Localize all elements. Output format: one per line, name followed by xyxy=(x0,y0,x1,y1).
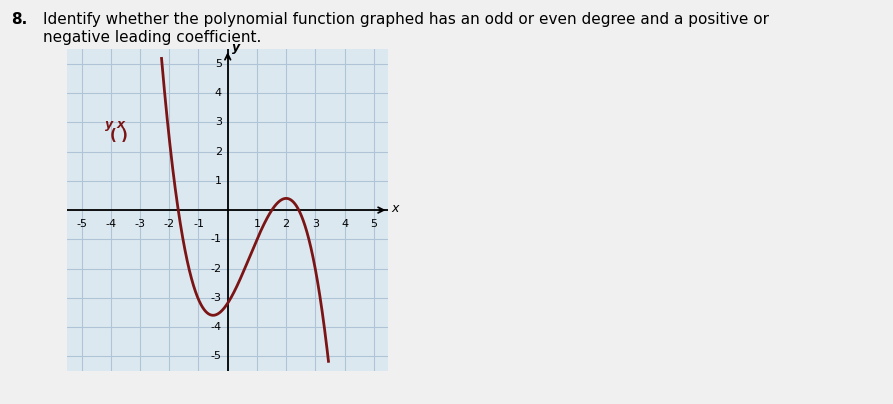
Text: -2: -2 xyxy=(211,263,221,274)
Text: 4: 4 xyxy=(341,219,348,229)
Text: y: y xyxy=(232,41,240,55)
Text: ): ) xyxy=(121,128,128,143)
Text: 8.: 8. xyxy=(11,12,27,27)
Text: -5: -5 xyxy=(76,219,88,229)
Text: -4: -4 xyxy=(211,322,221,332)
Text: -3: -3 xyxy=(211,293,221,303)
Text: 5: 5 xyxy=(215,59,221,69)
Text: -1: -1 xyxy=(211,234,221,244)
Text: x: x xyxy=(117,118,125,131)
Text: -3: -3 xyxy=(135,219,146,229)
Text: 2: 2 xyxy=(282,219,289,229)
Text: y: y xyxy=(105,118,113,131)
Text: -1: -1 xyxy=(193,219,204,229)
Text: -4: -4 xyxy=(105,219,116,229)
Text: x: x xyxy=(391,202,399,215)
Text: 2: 2 xyxy=(214,147,221,157)
Text: -5: -5 xyxy=(211,351,221,361)
Text: 3: 3 xyxy=(215,118,221,127)
Text: 4: 4 xyxy=(214,88,221,98)
Text: -2: -2 xyxy=(163,219,175,229)
Text: Identify whether the polynomial function graphed has an odd or even degree and a: Identify whether the polynomial function… xyxy=(43,12,769,44)
Text: 3: 3 xyxy=(312,219,319,229)
Text: 1: 1 xyxy=(215,176,221,186)
Text: 1: 1 xyxy=(254,219,261,229)
Text: 5: 5 xyxy=(371,219,378,229)
Text: (: ( xyxy=(109,128,116,143)
